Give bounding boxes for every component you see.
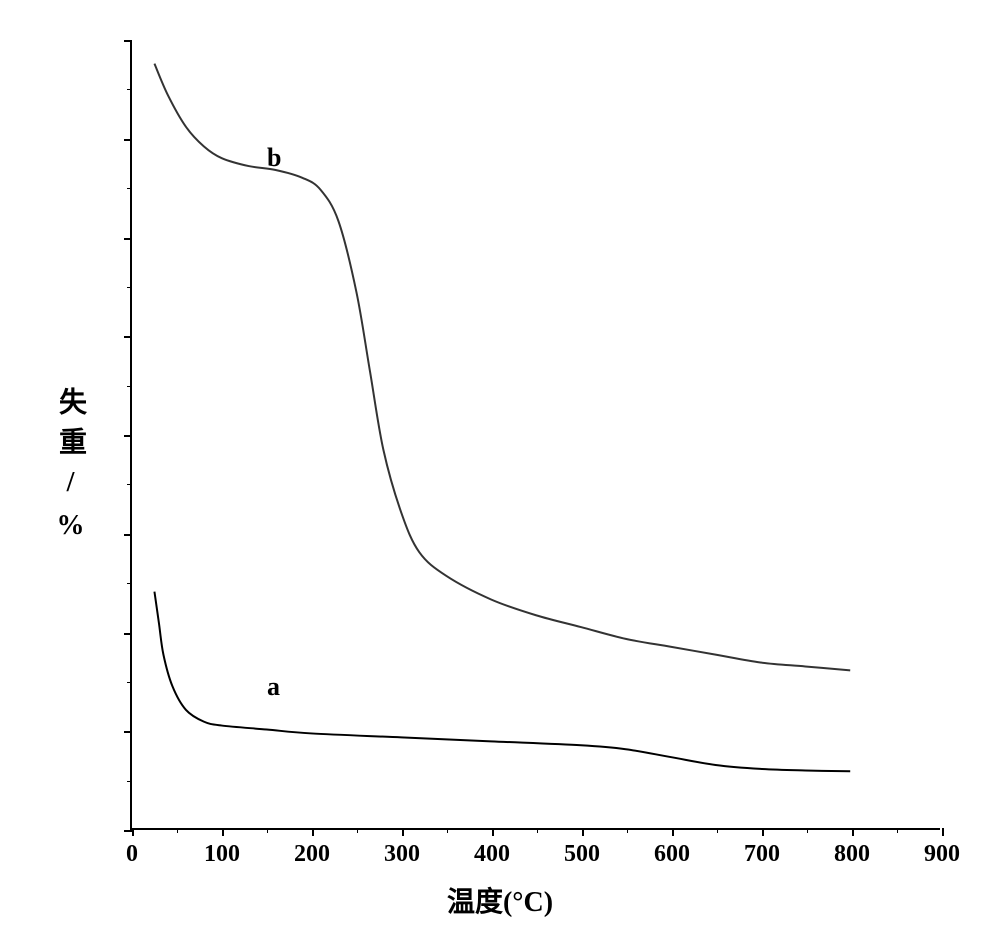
y-tick-minor — [127, 484, 132, 485]
x-tick — [762, 828, 764, 836]
x-tick-minor — [267, 828, 268, 833]
curve-b — [154, 64, 850, 671]
y-tick — [124, 633, 132, 635]
x-tick-label: 700 — [744, 841, 780, 868]
x-tick-label: 600 — [654, 841, 690, 868]
x-tick — [852, 828, 854, 836]
x-tick — [942, 828, 944, 836]
x-tick-label: 800 — [834, 841, 870, 868]
y-tick — [124, 435, 132, 437]
x-tick — [582, 828, 584, 836]
x-tick-minor — [177, 828, 178, 833]
x-tick-label: 0 — [126, 841, 138, 868]
y-tick — [124, 830, 132, 832]
y-tick — [124, 40, 132, 42]
x-tick — [402, 828, 404, 836]
x-tick — [222, 828, 224, 836]
x-tick-label: 400 — [474, 841, 510, 868]
x-tick — [132, 828, 134, 836]
y-tick-minor — [127, 583, 132, 584]
y-tick — [124, 336, 132, 338]
chart-svg — [132, 40, 940, 828]
y-tick — [124, 238, 132, 240]
y-tick-minor — [127, 386, 132, 387]
x-tick-label: 200 — [294, 841, 330, 868]
x-tick-label: 100 — [204, 841, 240, 868]
y-tick — [124, 731, 132, 733]
x-tick — [492, 828, 494, 836]
plot-area: 0100200300400500600700800900ab — [130, 40, 940, 830]
y-tick-minor — [127, 89, 132, 90]
y-tick — [124, 139, 132, 141]
y-tick-minor — [127, 781, 132, 782]
x-tick-minor — [897, 828, 898, 833]
x-axis-label: 温度(°C) — [447, 880, 553, 920]
x-tick-minor — [447, 828, 448, 833]
y-tick-minor — [127, 188, 132, 189]
x-tick-minor — [537, 828, 538, 833]
y-axis-label: 失重/% — [50, 387, 90, 553]
x-tick-minor — [627, 828, 628, 833]
curve-a — [154, 592, 850, 772]
chart-container: 失重/% 0 100 200 300 400 500 600 700 800 900 a b 温度(°… — [30, 20, 970, 920]
y-tick-minor — [127, 287, 132, 288]
x-tick — [312, 828, 314, 836]
x-tick — [672, 828, 674, 836]
x-tick-minor — [717, 828, 718, 833]
x-tick-label: 300 — [384, 841, 420, 868]
y-tick-minor — [127, 682, 132, 683]
series-label-b: b — [267, 143, 281, 173]
x-tick-label: 900 — [924, 841, 960, 868]
x-tick-minor — [807, 828, 808, 833]
x-tick-label: 500 — [564, 841, 600, 868]
x-tick-minor — [357, 828, 358, 833]
y-tick — [124, 534, 132, 536]
series-label-a: a — [267, 672, 280, 702]
